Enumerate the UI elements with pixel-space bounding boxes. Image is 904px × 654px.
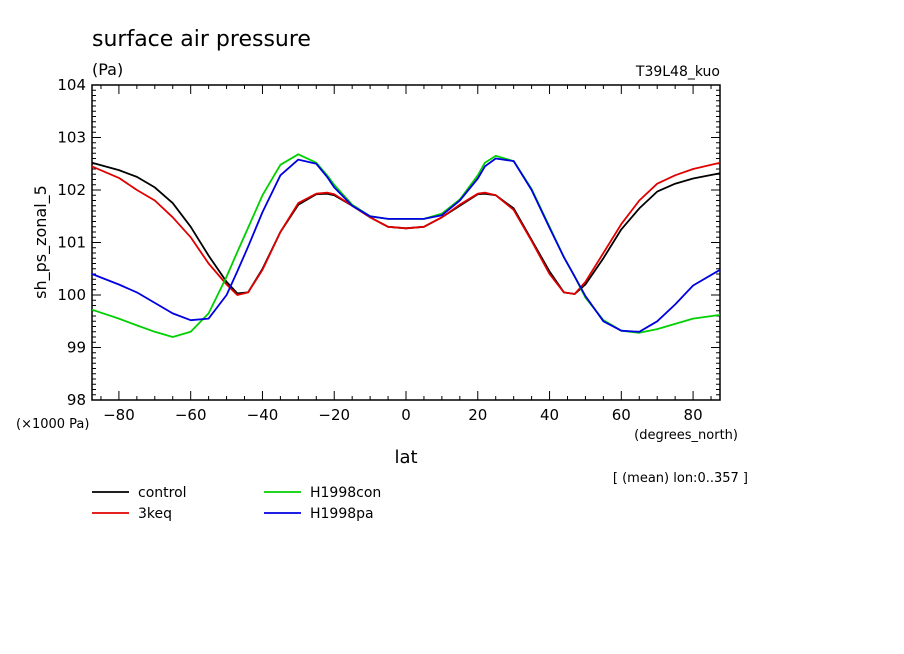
y-tick-label: 101 xyxy=(57,234,86,252)
x-tick-label: 0 xyxy=(401,406,411,424)
plot-frame xyxy=(91,84,721,401)
series-line-h1998con xyxy=(91,153,721,338)
legend-label-control: control xyxy=(138,485,187,501)
y-tick-label: 99 xyxy=(67,339,86,357)
x-tick-label: 80 xyxy=(684,406,703,424)
x-tick-label: −60 xyxy=(175,406,207,424)
y-tick-label: 103 xyxy=(57,129,86,147)
series-lines xyxy=(91,153,721,338)
chart-title: surface air pressure xyxy=(92,27,311,52)
legend-label-h1998pa: H1998pa xyxy=(310,506,374,522)
x-tick-label: 20 xyxy=(468,406,487,424)
run-label: T39L48_kuo xyxy=(635,64,720,80)
x-tick-label: −40 xyxy=(247,406,279,424)
y-tick-label: 102 xyxy=(57,181,86,199)
x-tick-label: 40 xyxy=(540,406,559,424)
series-line-3keq xyxy=(91,161,721,296)
y-tick-label: 100 xyxy=(57,286,86,304)
x-tick-label: −80 xyxy=(103,406,135,424)
x-tick-label: −20 xyxy=(318,406,350,424)
axis-ticks xyxy=(92,84,720,401)
y-tick-label: 98 xyxy=(67,391,86,409)
y-tick-label: 104 xyxy=(57,76,86,94)
legend: control 3keq H1998con H1998pa xyxy=(92,485,381,522)
y-tick-labels: 98 99 100 101 102 103 104 xyxy=(57,76,86,409)
legend-label-3keq: 3keq xyxy=(138,506,172,522)
y-axis-label: sh_ps_zonal_5 xyxy=(31,185,51,299)
series-line-h1998pa xyxy=(91,157,721,333)
averaging-note: [ (mean) lon:0..357 ] xyxy=(613,471,748,486)
y-scale-note: (×1000 Pa) xyxy=(16,417,89,432)
units-label: (Pa) xyxy=(92,60,123,79)
x-units-label: (degrees_north) xyxy=(634,428,738,443)
x-tick-labels: −80 −60 −40 −20 0 20 40 60 80 xyxy=(103,406,703,424)
legend-label-h1998con: H1998con xyxy=(310,485,381,501)
x-tick-label: 60 xyxy=(612,406,631,424)
x-axis-label: lat xyxy=(394,447,417,468)
